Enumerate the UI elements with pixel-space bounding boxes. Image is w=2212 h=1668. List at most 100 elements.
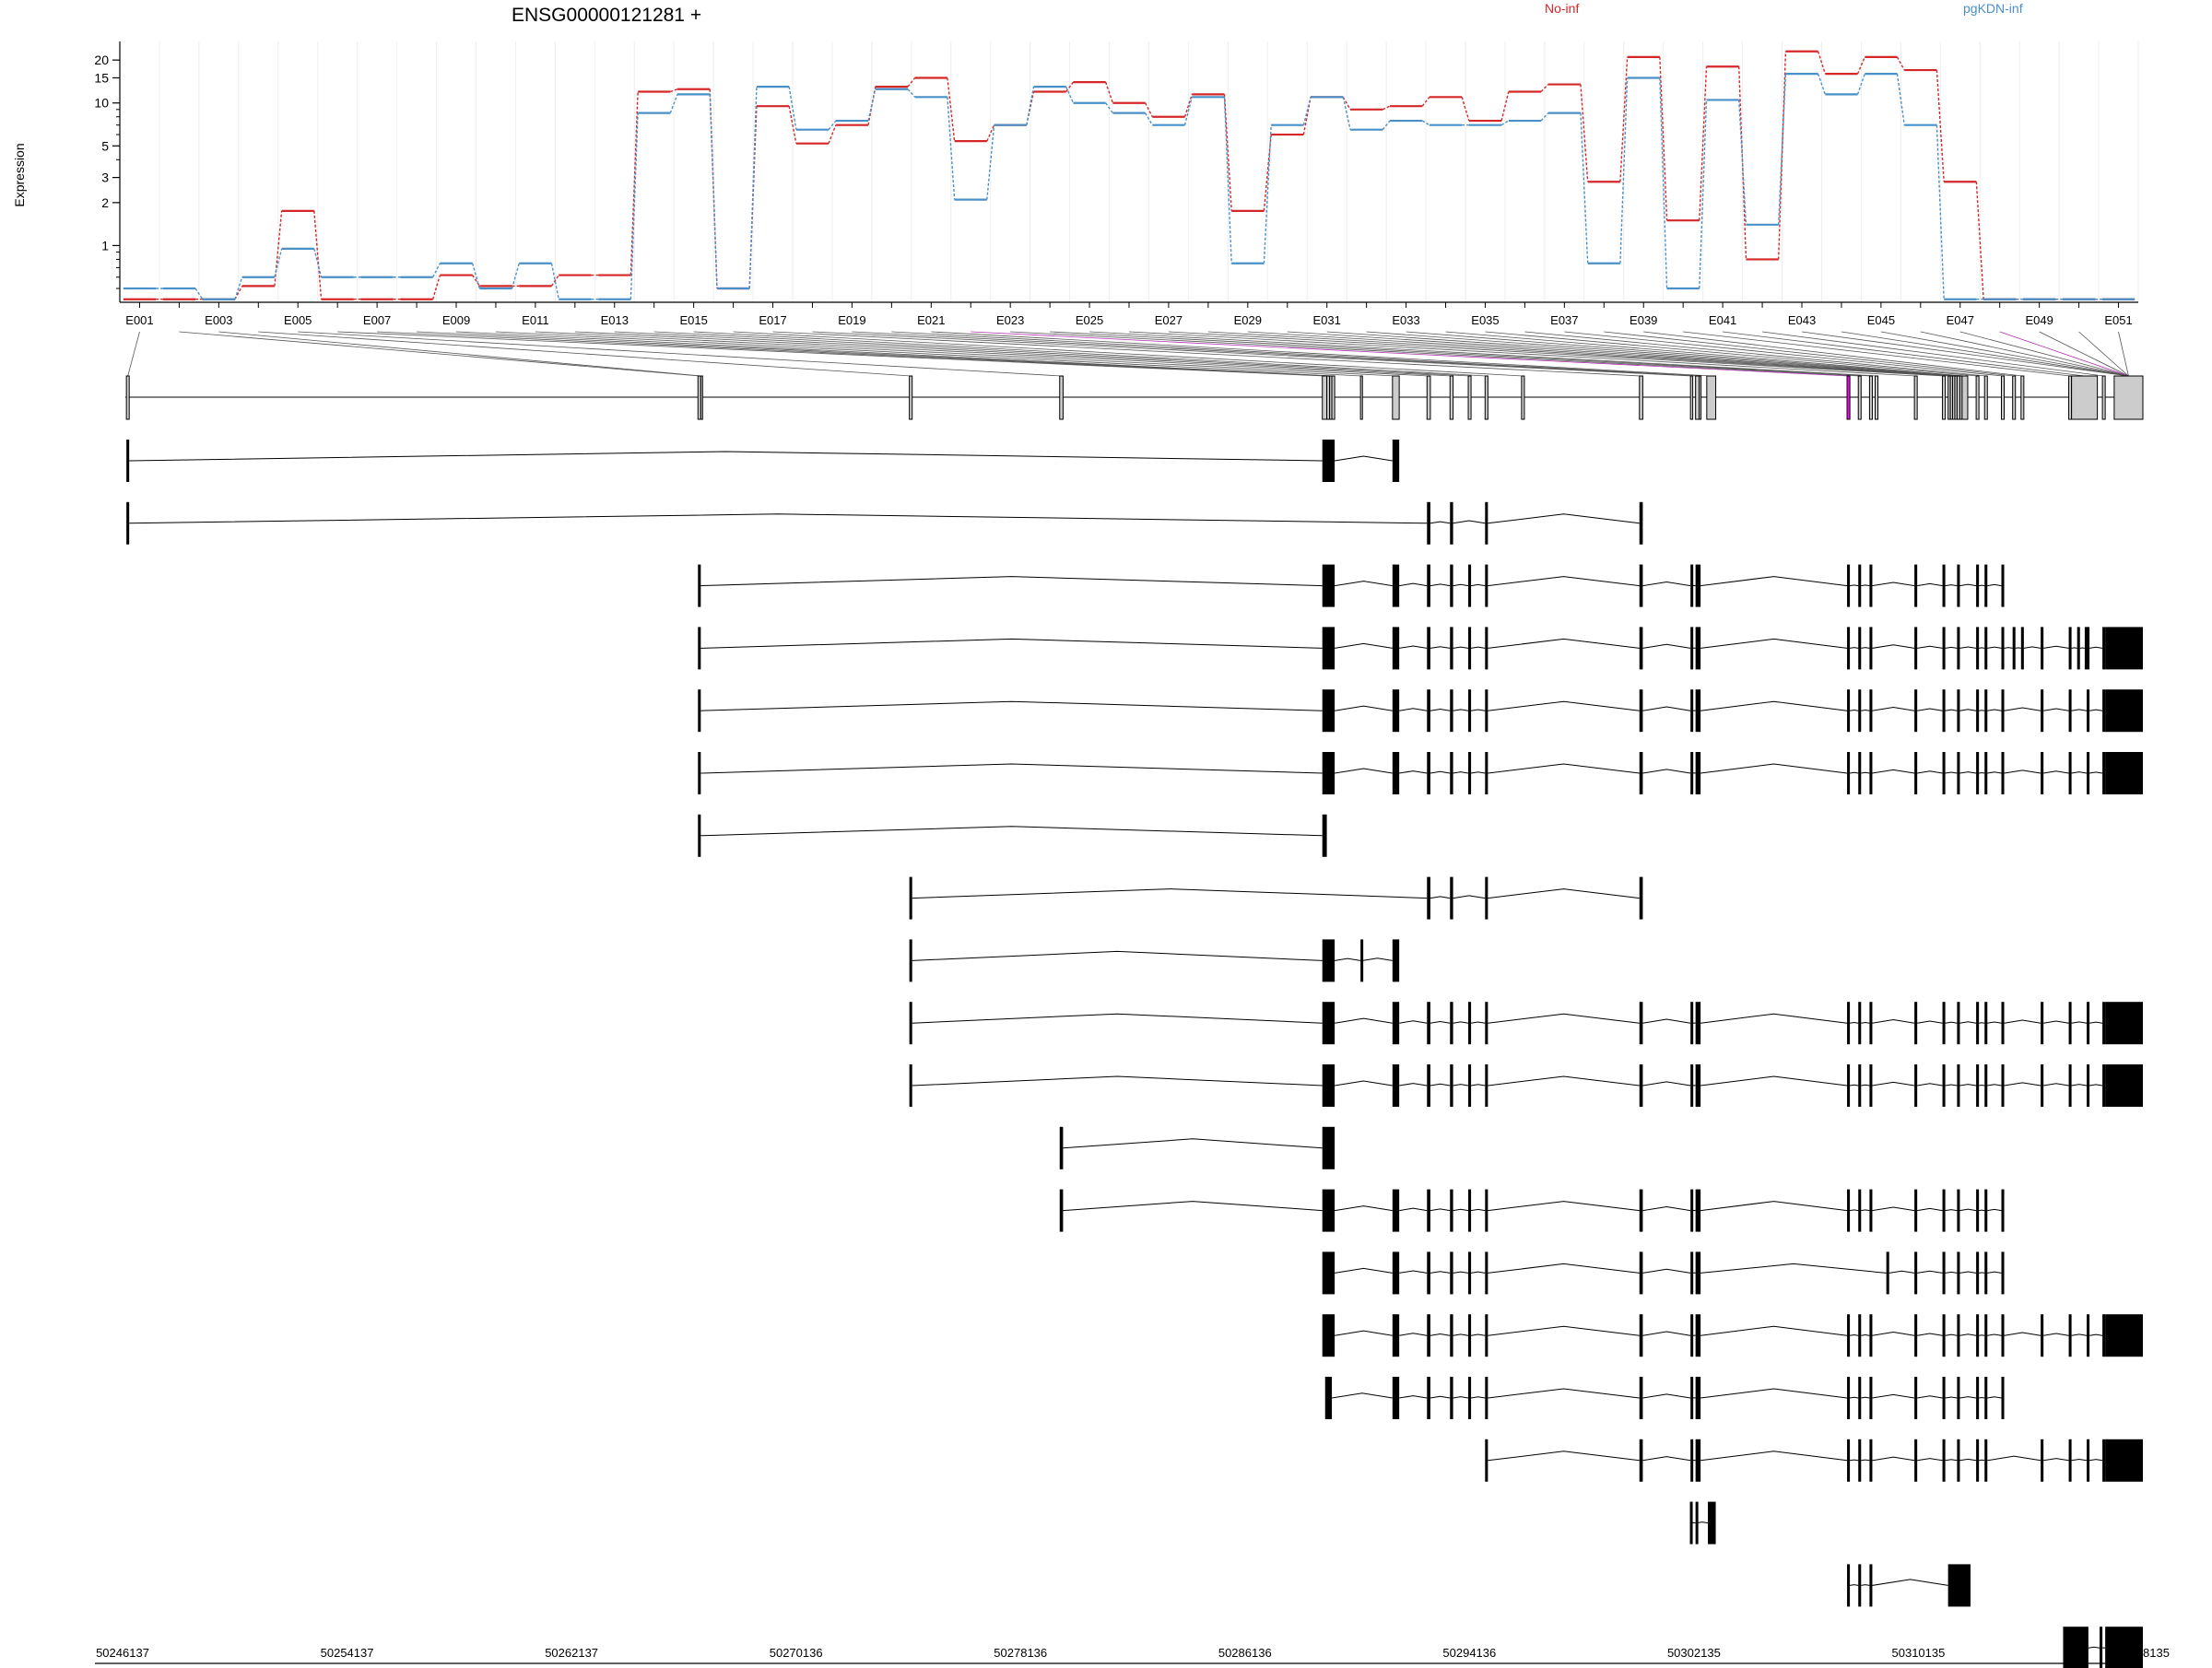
exon (1984, 627, 1988, 670)
exon-connector (218, 331, 702, 377)
exon (1984, 1439, 1988, 1482)
exon-connector (1207, 331, 1949, 377)
y-axis-label: Expression (12, 143, 27, 206)
intron (1453, 1021, 1469, 1024)
intron (1453, 709, 1469, 711)
intron (1861, 647, 1870, 649)
exon (2102, 1002, 2106, 1045)
series-step (1619, 77, 1629, 264)
exon (1942, 564, 1946, 607)
intron (1453, 646, 1469, 649)
intron (1861, 1021, 1870, 1024)
series-step (1659, 77, 1668, 289)
exon (1450, 627, 1453, 670)
x-tick-label: E005 (284, 313, 312, 327)
exon-connector (1683, 331, 2071, 377)
x-tick-label: E021 (917, 313, 945, 327)
exon (1639, 564, 1643, 607)
exon (2001, 564, 2005, 607)
intron (912, 888, 1428, 899)
intron (2043, 1333, 2069, 1336)
series-step (550, 263, 559, 300)
exon (1322, 564, 1335, 607)
intron (1453, 1333, 1469, 1336)
exon (1322, 1189, 1335, 1232)
exon-connector (614, 331, 1452, 377)
intron (1399, 1395, 1428, 1399)
exon (2001, 1189, 2005, 1232)
series-step (1223, 97, 1232, 264)
transcript (2063, 1627, 2143, 1668)
exon (1427, 564, 1430, 607)
exon (1976, 1002, 1980, 1045)
exon-bin (1359, 375, 1363, 420)
intron (1470, 583, 1486, 587)
intron (1861, 1084, 1870, 1087)
intron (1959, 709, 1977, 711)
series-step (748, 87, 758, 289)
exon-connector (1880, 331, 2129, 377)
series-step (1699, 66, 1708, 221)
transcript (1059, 1189, 2005, 1232)
exon (2001, 1314, 2005, 1357)
exon-connector (1920, 331, 2129, 377)
series-step (1540, 84, 1549, 92)
series-step (1896, 74, 1905, 125)
exon (1690, 752, 1694, 794)
exon (2105, 1314, 2143, 1357)
exon (1869, 1064, 1873, 1107)
intron (1917, 1395, 1943, 1399)
intron (1399, 1333, 1428, 1336)
exon (1984, 1251, 1988, 1295)
intron (1470, 646, 1486, 649)
exon (1485, 564, 1488, 607)
exon (1322, 1251, 1335, 1295)
intron (700, 763, 1323, 774)
exon-bin (1689, 375, 1694, 420)
intron (1917, 1333, 1943, 1336)
series-step (828, 124, 837, 144)
intron (700, 700, 1323, 711)
exon (2102, 1314, 2106, 1357)
exon (1468, 1314, 1472, 1357)
intron (1959, 583, 1977, 587)
intron (1331, 1392, 1393, 1399)
intron (1959, 1396, 1977, 1399)
x-tick-label: E019 (838, 313, 865, 327)
intron (700, 576, 1323, 587)
intron (1642, 769, 1691, 774)
legend-no-inf: No-inf (1545, 1, 1579, 16)
series-step (1065, 81, 1075, 92)
exon (2102, 1439, 2106, 1482)
exon (1869, 1189, 1873, 1232)
exon (1322, 814, 1327, 857)
intron (1642, 643, 1691, 649)
exon (1957, 1377, 1960, 1419)
intron (912, 950, 1323, 961)
exon (2012, 627, 2016, 670)
intron (1399, 708, 1428, 711)
intron (2089, 709, 2103, 711)
intron (1470, 1396, 1486, 1399)
exon (1427, 627, 1430, 670)
exon (1450, 1314, 1453, 1357)
intron (2004, 1019, 2041, 1024)
exon-connector (1247, 331, 1952, 377)
exon-bin (1426, 375, 1431, 420)
exon (1392, 752, 1400, 794)
exon (1942, 1377, 1946, 1419)
exon-connector (693, 331, 1487, 377)
exon (1639, 627, 1643, 670)
intron (1917, 708, 1943, 711)
intron (2071, 1458, 2088, 1462)
x-tick-label: E015 (679, 313, 707, 327)
intron (1917, 1020, 1943, 1024)
intron (1430, 1208, 1451, 1212)
intron (2043, 708, 2069, 711)
intron (1399, 1270, 1428, 1274)
x-tick-label: E035 (1471, 313, 1499, 327)
exon (1858, 1564, 1862, 1607)
exon-connector (258, 331, 912, 377)
exon (1485, 1251, 1488, 1295)
exon-connector (1168, 331, 1945, 377)
